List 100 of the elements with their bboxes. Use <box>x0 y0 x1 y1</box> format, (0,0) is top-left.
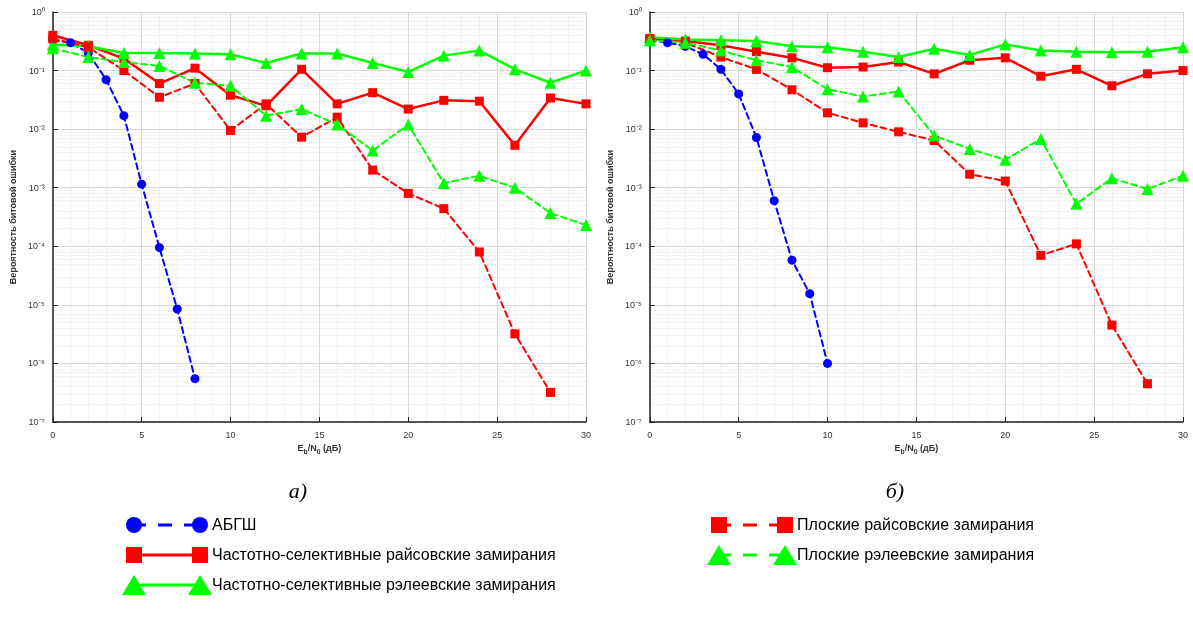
point <box>1141 45 1154 58</box>
point <box>857 45 870 58</box>
point <box>1178 66 1188 76</box>
point <box>117 46 130 59</box>
point <box>224 79 237 92</box>
point <box>437 49 450 62</box>
y-tick-label: 10⁻⁶ <box>28 358 46 369</box>
y-axis-title: Вероятность битовой ошибки <box>7 149 18 285</box>
y-tick-label: 10⁻¹ <box>28 65 45 76</box>
point <box>46 42 59 55</box>
point <box>474 247 484 257</box>
point <box>1036 250 1046 260</box>
point <box>508 63 521 76</box>
point <box>999 153 1012 166</box>
point <box>787 53 797 63</box>
point <box>963 142 976 155</box>
x-tick-label: 5 <box>736 429 742 440</box>
point <box>858 118 868 128</box>
x-tick-label: 0 <box>50 429 56 440</box>
point <box>1141 183 1154 196</box>
legend-label: АБГШ <box>212 516 257 534</box>
point <box>581 99 591 109</box>
point <box>366 56 379 69</box>
point <box>929 69 939 79</box>
point <box>402 118 415 131</box>
x-tick-label: 0 <box>647 429 653 440</box>
y-tick-label: 10⁻⁷ <box>625 417 642 427</box>
point <box>154 243 164 253</box>
point <box>823 358 833 368</box>
point <box>1107 320 1117 330</box>
point <box>473 44 486 57</box>
point <box>892 51 905 64</box>
x-tick-label: 10 <box>822 429 833 440</box>
point <box>545 387 555 397</box>
point <box>119 111 129 121</box>
y-axis-title: Вероятность битовой ошибки <box>604 149 615 285</box>
point <box>508 181 521 194</box>
point <box>821 83 834 96</box>
text: б) <box>884 478 906 504</box>
point <box>297 132 307 142</box>
point <box>1036 71 1046 81</box>
point <box>1105 172 1118 185</box>
point <box>805 289 815 299</box>
point <box>190 374 200 384</box>
x-tick-label: 20 <box>403 429 414 440</box>
point <box>787 255 797 265</box>
point <box>892 85 905 98</box>
point <box>734 89 744 99</box>
point <box>823 108 833 118</box>
point <box>295 47 308 60</box>
point <box>714 34 727 47</box>
point <box>403 104 413 114</box>
text: а) <box>287 478 309 504</box>
point <box>1071 64 1081 74</box>
point <box>963 48 976 61</box>
point <box>331 47 344 60</box>
point <box>172 304 182 314</box>
point <box>580 219 592 232</box>
point <box>544 76 557 89</box>
point <box>226 125 236 135</box>
point <box>1142 379 1152 389</box>
point <box>751 133 761 142</box>
x-tick-label: 5 <box>139 429 145 440</box>
y-tick-label: 10⁰ <box>31 7 45 17</box>
point <box>260 56 273 69</box>
point <box>750 54 763 67</box>
point <box>1177 169 1189 182</box>
x-tick-label: 25 <box>492 429 503 440</box>
point <box>66 38 76 48</box>
point <box>751 47 761 57</box>
point <box>857 90 870 103</box>
y-tick-label: 10⁻⁶ <box>625 358 643 369</box>
point <box>101 75 111 85</box>
point <box>153 59 166 72</box>
point <box>224 48 237 61</box>
point <box>787 85 797 95</box>
point <box>403 188 413 198</box>
point <box>1034 44 1047 57</box>
y-tick-label: 10⁻³ <box>625 182 642 193</box>
x-tick-label: 30 <box>1177 429 1189 440</box>
point <box>1034 132 1047 145</box>
y-tick-label: 10⁻¹ <box>625 65 642 76</box>
point <box>190 63 200 73</box>
point <box>366 144 379 157</box>
point <box>544 207 557 220</box>
point <box>545 93 555 103</box>
point <box>928 129 941 142</box>
x-tick-label: 10 <box>225 429 236 440</box>
point <box>154 79 164 89</box>
point <box>332 99 342 109</box>
point <box>153 46 166 59</box>
point <box>188 47 201 60</box>
point <box>965 169 975 179</box>
point <box>1000 53 1010 63</box>
point <box>402 65 415 78</box>
point <box>473 169 486 182</box>
point <box>331 118 344 131</box>
y-tick-label: 10⁻⁴ <box>27 241 45 252</box>
point <box>137 179 147 189</box>
point <box>999 38 1012 51</box>
